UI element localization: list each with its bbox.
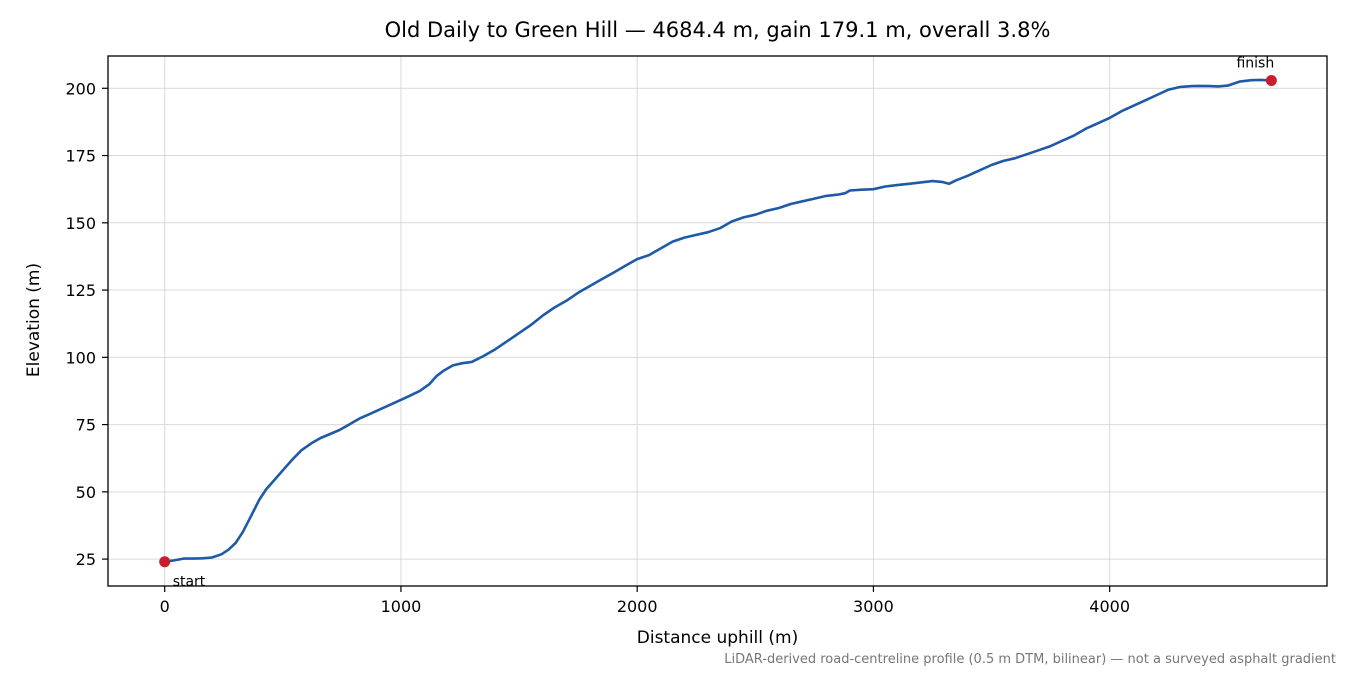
x-tick-label: 4000 — [1089, 597, 1130, 616]
y-tick-label: 150 — [65, 214, 96, 233]
y-tick-label: 200 — [65, 79, 96, 98]
x-tick-label: 1000 — [381, 597, 422, 616]
x-tick-label: 0 — [160, 597, 170, 616]
grid-lines — [108, 56, 1327, 586]
axis-ticks: 0 1000 2000 3000 4000 25 50 75 100 125 150 175 200 — [65, 79, 1130, 616]
y-axis-label: Elevation (m) — [24, 262, 44, 378]
x-tick-label: 3000 — [853, 597, 894, 616]
markers: start finish — [159, 55, 1277, 590]
plot-area — [163, 78, 1273, 564]
footnote: LiDAR-derived road-centreline profile (0… — [724, 652, 1336, 667]
y-tick-label: 75 — [76, 416, 96, 435]
plot-frame — [107, 55, 1328, 587]
finish-label: finish — [1236, 55, 1274, 71]
y-tick-label: 175 — [65, 147, 96, 166]
elevation-line — [163, 78, 1273, 564]
y-tick-label: 125 — [65, 281, 96, 300]
start-label: start — [173, 574, 206, 590]
finish-marker — [1265, 74, 1277, 86]
y-tick-label: 100 — [65, 348, 96, 367]
x-tick-label: 2000 — [617, 597, 658, 616]
x-axis-label: Distance uphill (m) — [636, 628, 799, 648]
start-marker — [159, 556, 171, 568]
y-tick-label: 25 — [76, 550, 96, 569]
y-tick-label: 50 — [76, 483, 96, 502]
chart-title: Old Daily to Green Hill — 4684.4 m, gain… — [384, 18, 1051, 42]
